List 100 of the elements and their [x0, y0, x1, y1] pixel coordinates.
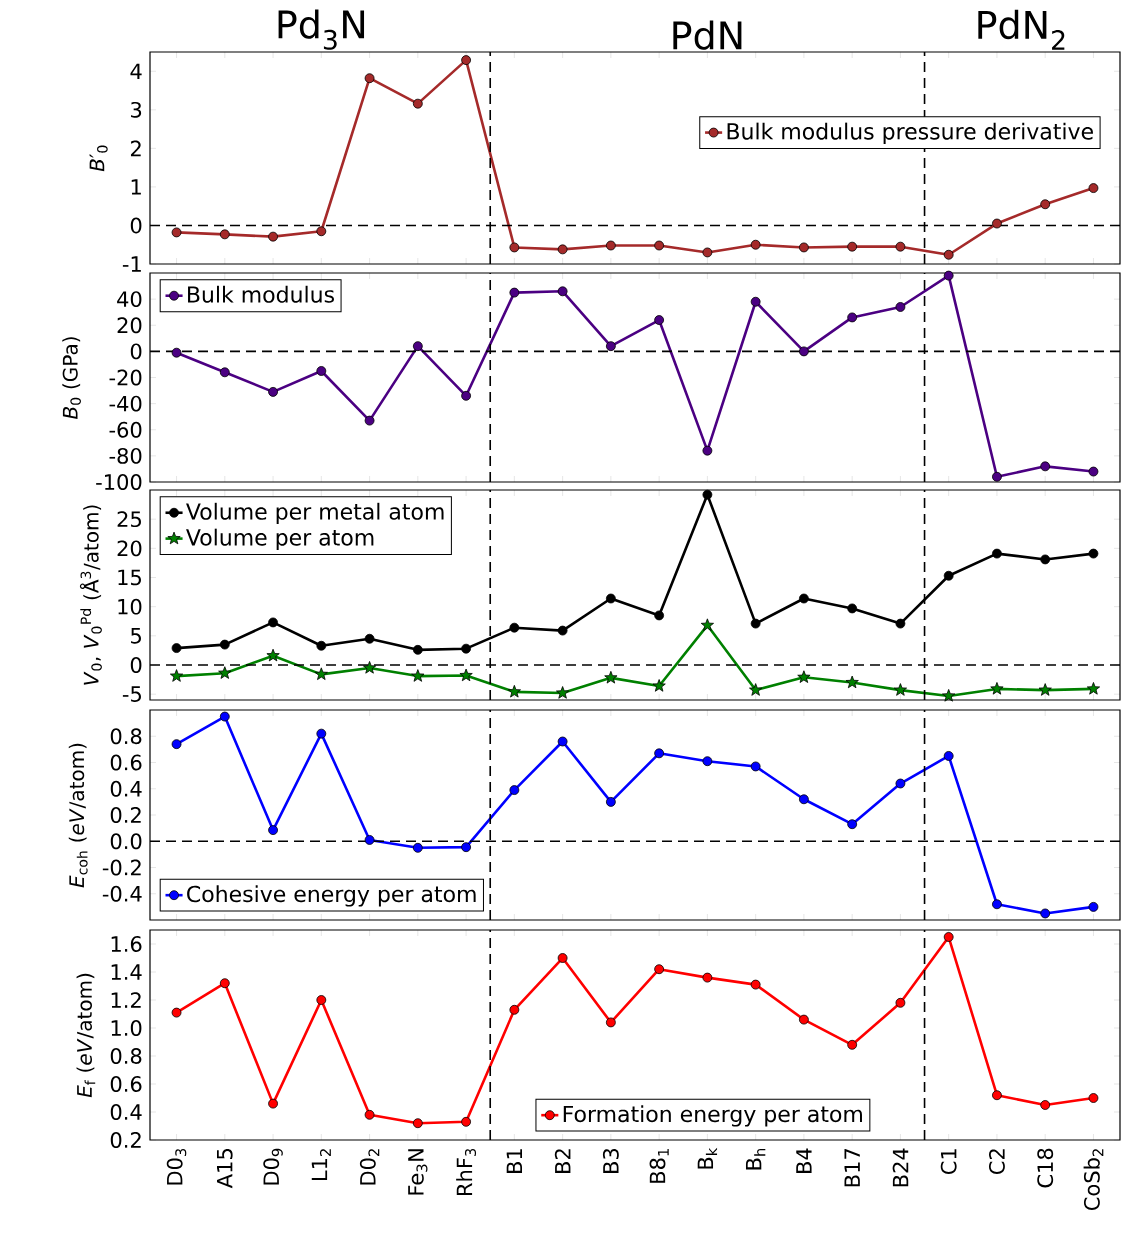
point	[1040, 1100, 1051, 1110]
point	[171, 347, 182, 358]
y-tick-label: 2	[130, 140, 141, 157]
point	[459, 668, 473, 682]
point	[1088, 183, 1099, 193]
y-tick-label: 0.6	[110, 1076, 142, 1092]
point	[799, 1014, 809, 1025]
point	[654, 748, 665, 759]
point	[702, 756, 713, 767]
text: V$_{0}$, V$_{0}$$^{Pd}$ (Å$^{3}$/atom)	[79, 505, 102, 685]
point	[750, 761, 761, 772]
y-tick-label: 0.2	[110, 807, 141, 823]
point	[411, 669, 425, 682]
point	[266, 648, 280, 662]
y-tick-label: 15	[118, 569, 141, 586]
point	[654, 240, 665, 251]
point	[990, 682, 1004, 695]
point	[461, 842, 471, 853]
point	[702, 972, 713, 983]
y-axis-title: B$_{0}$ (GPa)	[62, 337, 81, 419]
x-tick-label: L1$_{2}$	[311, 1149, 331, 1181]
point	[316, 728, 327, 739]
point	[268, 617, 278, 628]
point	[316, 226, 327, 237]
point	[1088, 1093, 1099, 1103]
y-tick-label: 10	[118, 598, 142, 615]
y-tick-label: 0.8	[110, 728, 142, 745]
point	[557, 953, 568, 963]
point	[557, 625, 568, 636]
x-tick-label: C1	[940, 1149, 957, 1175]
point	[605, 593, 616, 604]
point	[797, 670, 811, 683]
point	[1088, 901, 1099, 912]
point	[1040, 554, 1051, 565]
point	[509, 287, 520, 298]
point	[943, 270, 954, 281]
point	[412, 842, 423, 853]
point	[750, 296, 761, 307]
point	[1040, 199, 1051, 210]
point	[992, 218, 1002, 229]
x-tick-label: D0$_{2}$	[359, 1149, 380, 1185]
point	[557, 244, 568, 255]
y-tick-label: -0.2	[102, 859, 141, 876]
point	[847, 1039, 858, 1050]
point	[654, 964, 665, 975]
point	[942, 689, 956, 702]
point	[219, 639, 230, 650]
x-tick-label: B1	[506, 1149, 523, 1173]
point	[700, 618, 714, 631]
point	[943, 932, 954, 942]
point	[605, 341, 616, 352]
point	[556, 686, 570, 699]
y-tick-label: 5	[131, 628, 141, 644]
point	[895, 241, 906, 252]
y-tick-label: 0	[130, 657, 142, 673]
point	[749, 683, 763, 696]
x-tick-label: Fe$_{3}$N	[408, 1149, 428, 1195]
y-tick-label: 0.0	[110, 833, 142, 850]
text: PdN	[673, 20, 742, 50]
point	[847, 241, 858, 252]
point	[750, 618, 761, 629]
y-tick-label: 1.0	[111, 1020, 142, 1036]
x-tick-label: B$_{k}$	[697, 1147, 718, 1169]
point	[364, 633, 375, 644]
y-tick-label: -5	[122, 686, 141, 702]
point	[1040, 461, 1051, 472]
point	[219, 711, 230, 722]
y-tick-label: -80	[109, 447, 142, 464]
point	[218, 666, 232, 679]
point	[364, 835, 375, 845]
point	[509, 622, 520, 633]
point	[364, 73, 375, 84]
y-tick-label: 0	[130, 343, 142, 360]
point	[412, 341, 423, 352]
point	[412, 1118, 423, 1129]
point	[799, 346, 809, 357]
point	[604, 670, 618, 684]
point	[654, 315, 665, 325]
point	[412, 98, 423, 109]
y-tick-label: 20	[117, 540, 142, 557]
y-tick-label: 1.2	[111, 992, 141, 1008]
y-tick-label: -1	[122, 256, 141, 272]
x-tick-label: C18	[1037, 1148, 1054, 1188]
point	[1088, 466, 1099, 477]
point	[847, 603, 858, 614]
x-tick-label: B8$_{1}$	[649, 1149, 669, 1183]
y-tick-label: 1.6	[111, 936, 142, 952]
point	[652, 679, 666, 692]
y-tick-label: 0.6	[110, 754, 142, 771]
legend-label: Volume per metal atom	[186, 502, 444, 525]
y-tick-label: 0.8	[110, 1048, 142, 1064]
x-tick-label: D0$_{9}$	[263, 1148, 283, 1185]
point	[219, 978, 230, 989]
point	[605, 796, 616, 807]
x-tick-label: B24	[892, 1148, 909, 1187]
legend-label: Bulk modulus	[188, 285, 334, 303]
point	[364, 415, 375, 426]
y-tick-label: -100	[96, 474, 142, 490]
point	[1088, 548, 1099, 559]
point	[895, 302, 906, 312]
